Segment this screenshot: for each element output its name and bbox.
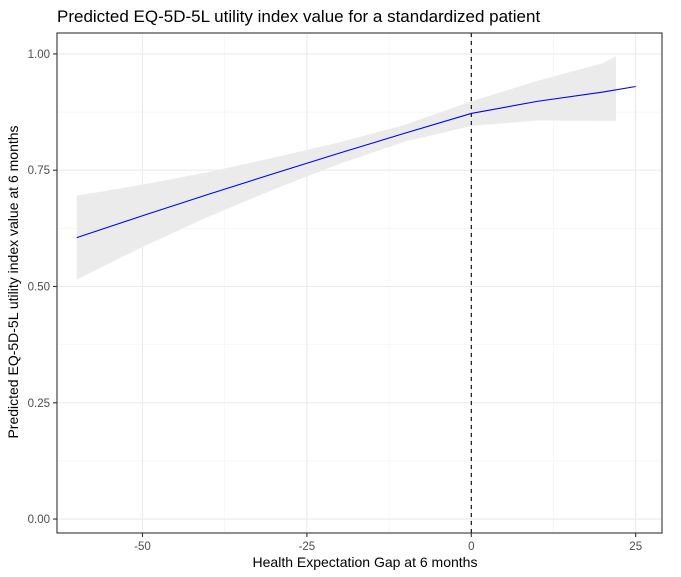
x-axis: -50 -25 0 25 — [134, 533, 642, 553]
y-tick-label: 0.00 — [28, 514, 50, 526]
y-tick-label: 0.50 — [28, 281, 50, 293]
panel-border — [56, 32, 663, 534]
x-tick-label: -25 — [299, 541, 316, 553]
x-tick-label: 0 — [468, 541, 474, 553]
y-tick-label: 1.00 — [28, 49, 50, 61]
x-axis-title: Health Expectation Gap at 6 months — [253, 554, 478, 570]
series-line-0 — [76, 85, 636, 239]
y-axis-title: Predicted EQ-5D-5L utility index value a… — [5, 125, 21, 438]
chart-title: Predicted EQ-5D-5L utility index value f… — [57, 7, 540, 26]
series-layer — [76, 85, 636, 239]
y-tick-label: 0.75 — [28, 165, 50, 177]
y-tick-label: 0.25 — [28, 398, 50, 410]
x-tick-label: 25 — [629, 541, 642, 553]
y-axis: 0.00 0.25 0.50 0.75 1.00 — [28, 49, 57, 526]
x-tick-label: -50 — [134, 541, 151, 553]
